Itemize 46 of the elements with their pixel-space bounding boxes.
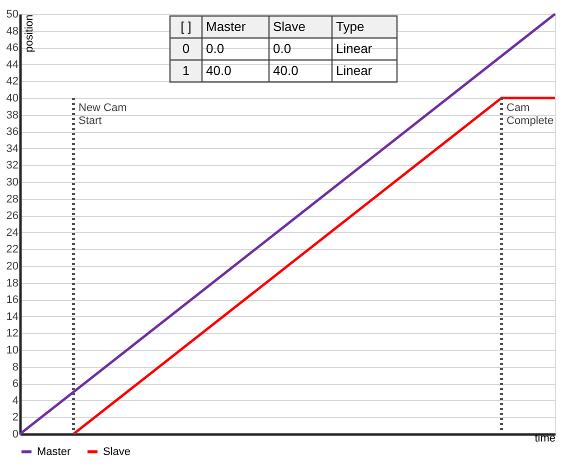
y-tick-label: 20 [6,260,18,272]
y-tick-label: 18 [6,277,18,290]
annotation: 40.0 [206,63,232,78]
annotation: Linear [336,41,373,56]
text: New Cam Start [78,102,127,127]
y-tick-label: 8 [12,361,18,374]
y-tick-label: 22 [6,244,18,256]
y-tick-label: 46 [6,42,18,54]
y-tick-label: 0 [12,428,18,440]
annotation: 40.0 [273,63,298,78]
y-tick-label: 28 [6,193,18,206]
annotation: Slave [273,19,306,34]
annotation: Master [206,19,246,34]
y-tick-label: 34 [6,142,18,155]
y-tick-label: 4 [12,394,18,407]
y-tick-label: 26 [6,210,18,222]
y-axis-title: position [24,14,36,52]
y-tick-label: 12 [6,328,18,340]
annotation: [ ] [180,19,192,34]
y-tick-label: 32 [6,160,18,172]
y-tick-label: 24 [6,226,18,239]
y-tick-label: 14 [6,310,18,323]
y-tick-label: 2 [12,412,18,424]
annotation: 0.0 [206,41,224,56]
y-tick-label: 36 [6,126,18,138]
x-axis-title: time [534,432,556,444]
line-series [72,96,556,436]
y-tick-label: 30 [6,176,18,188]
y-tick-label: 42 [6,76,18,88]
annotation: Linear [336,63,373,78]
y-tick-label: 40 [6,92,18,104]
annotation: Type [336,19,364,34]
y-tick-label: 16 [6,294,18,306]
y-tick-label: 10 [6,344,18,356]
y-tick-label: 50 [6,8,18,20]
line-series [18,12,556,436]
annotation: 0 [182,41,190,56]
annotation: 0.0 [273,41,292,56]
legend-label: Master [37,446,71,458]
y-tick-label: 44 [6,58,18,71]
y-tick-label: 48 [6,25,18,38]
text: Cam Complete [506,102,554,127]
y-tick-label: 6 [12,378,18,390]
y-tick-label: 38 [6,109,18,122]
annotation: 1 [182,63,190,78]
legend-label: Slave [103,446,131,458]
